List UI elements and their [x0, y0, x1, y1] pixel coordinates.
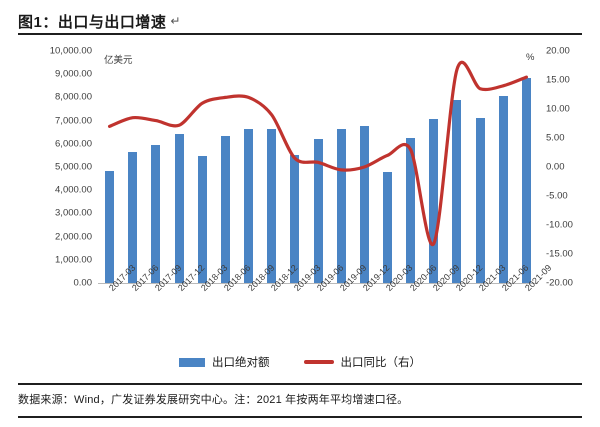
x-axis-tickmark — [456, 283, 458, 286]
bar-2017-03 — [105, 171, 115, 283]
left-axis-tick-label: 9,000.00 — [55, 68, 92, 80]
left-axis-tick-label: 1,000.00 — [55, 254, 92, 266]
page-title: 图1：出口与出口增速 — [18, 13, 167, 31]
bar-2019-06 — [313, 138, 323, 283]
divider-footer — [18, 416, 582, 418]
chart-legend: 出口绝对额 出口同比（右） — [18, 352, 582, 372]
legend-label-line: 出口同比（右） — [340, 357, 422, 369]
right-axis-tick-label: 15.00 — [546, 74, 570, 86]
bar-2018-09 — [244, 128, 254, 283]
right-axis-tick-label: 20.00 — [546, 45, 570, 57]
line-series — [107, 60, 529, 247]
right-axis-tick-label: 5.00 — [546, 132, 565, 144]
x-axis-tickmark — [503, 283, 505, 286]
left-axis-tick-label: 4,000.00 — [55, 184, 92, 196]
right-axis-tick-label: 0.00 — [546, 161, 565, 173]
right-axis-unit-label: % — [526, 52, 535, 63]
left-axis-tick-label: 0.00 — [73, 277, 93, 289]
right-axis-tick-label: -15.00 — [546, 248, 573, 260]
divider-bottom — [18, 383, 582, 385]
bar-2021-03 — [475, 118, 485, 283]
legend-line-swatch-icon — [303, 360, 334, 364]
left-axis-tick-label: 6,000.00 — [55, 138, 92, 150]
left-axis-tick-label: 10,000.00 — [49, 45, 92, 57]
bar-2021-06 — [498, 96, 508, 283]
x-axis-tickmark — [271, 283, 273, 286]
bar-2017-09 — [151, 144, 161, 283]
left-axis-tick-label: 7,000.00 — [55, 114, 92, 126]
figure-title-row: 图1：出口与出口增速 ↵ — [18, 8, 582, 34]
line-path-export-yoy — [107, 60, 529, 247]
x-axis-tickmark — [318, 283, 319, 286]
bar-2020-03 — [382, 172, 392, 283]
right-axis-tick-label: -5.00 — [546, 190, 568, 202]
bar-2017-06 — [128, 151, 138, 283]
bar-2018-06 — [220, 136, 230, 283]
x-axis-tickmark — [341, 283, 343, 286]
x-axis-tickmark — [109, 283, 111, 286]
left-axis-unit-label: 亿美元 — [104, 55, 133, 66]
bar-2020-12 — [452, 99, 462, 283]
bar-2020-09 — [429, 118, 439, 283]
bar-2018-03 — [197, 155, 207, 283]
x-axis-tickmark — [155, 283, 157, 286]
legend-bar-swatch-icon — [179, 357, 205, 367]
x-axis-tickmark — [202, 283, 204, 286]
bar-2020-06 — [406, 138, 416, 283]
x-axis-tickmark — [480, 283, 482, 286]
left-axis-tick-label: 8,000.00 — [55, 91, 92, 103]
right-axis-tick-label: -10.00 — [546, 219, 573, 231]
left-axis-tick-label: 2,000.00 — [55, 230, 92, 242]
source-note: 数据来源：Wind，广发证券发展研究中心。注：2021 年按两年平均增速口径。 — [18, 394, 409, 406]
right-axis-tick-label: 10.00 — [546, 103, 570, 115]
bar-2018-12 — [267, 128, 277, 283]
left-axis-tick-label: 3,000.00 — [55, 207, 92, 219]
x-axis-tickmark — [387, 283, 389, 286]
x-axis-tickmark — [248, 283, 250, 286]
x-axis-tickmark — [225, 283, 227, 286]
x-axis-tickmark — [433, 283, 435, 286]
x-axis-tickmark — [526, 283, 528, 286]
bar-2019-03 — [290, 155, 300, 283]
left-axis-tick-label: 5,000.00 — [55, 161, 92, 173]
bar-2017-12 — [174, 133, 184, 283]
right-axis-tick-label: -20.00 — [546, 277, 573, 289]
divider-top — [18, 33, 582, 35]
x-axis-tickmark — [132, 283, 134, 286]
pilcrow-icon: ↵ — [170, 14, 181, 28]
chart-area: 亿美元 % 10,000.00 9,000.00 8,000.00 7,000.00 6… — [18, 36, 582, 346]
legend-item-bar: 出口绝对额 — [179, 354, 270, 370]
x-axis-tickmark — [364, 283, 366, 286]
bar-2021-09 — [521, 77, 531, 283]
legend-label-bar: 出口绝对额 — [212, 357, 270, 369]
legend-item-line: 出口同比（右） — [303, 354, 422, 370]
x-axis-tickmark — [179, 283, 181, 286]
x-axis-tickmark — [294, 283, 296, 286]
bar-2019-09 — [336, 129, 346, 283]
x-axis-tickmark — [410, 283, 412, 286]
bar-2019-12 — [359, 126, 369, 283]
